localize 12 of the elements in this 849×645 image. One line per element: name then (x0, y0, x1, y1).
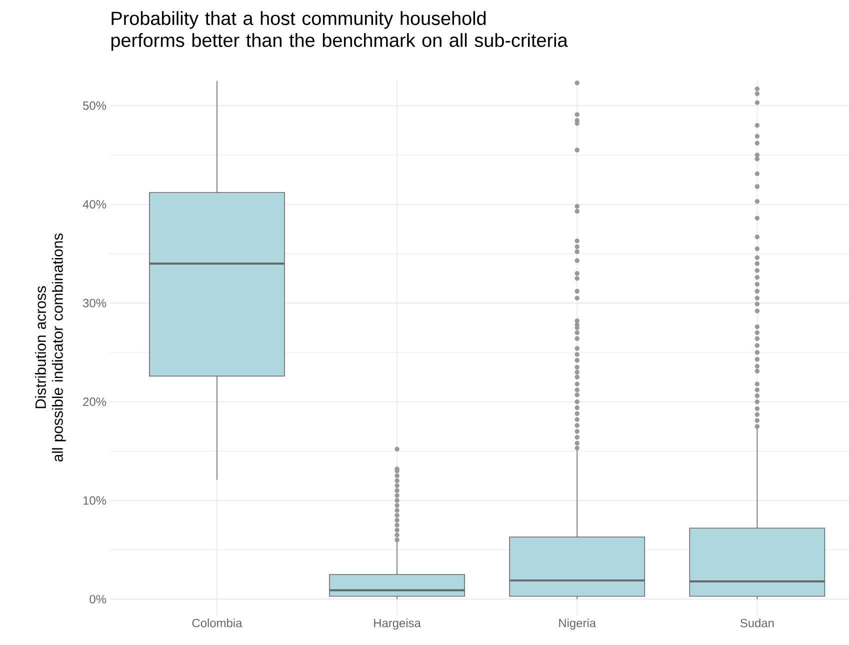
y-axis-title: Distribution across all possible indicator combinations (34, 233, 66, 462)
y-tick-label: 30% (83, 298, 106, 308)
x-tick-label: Nigeria (559, 618, 596, 630)
y-tick-label: 40% (82, 200, 106, 209)
x-tick-label: Hargeisa (374, 618, 421, 630)
y-tick-label: 0% (90, 594, 106, 604)
y-tick-label: 50% (83, 101, 106, 110)
y-tick-label: 20% (83, 398, 106, 406)
x-tick-label: Sudan (740, 618, 774, 628)
x-tick-label: Colombia (192, 618, 242, 628)
chart-title: Probability that a host community household performs better than the benchmark on all sub-criteria (111, 11, 568, 51)
y-tick-label: 10% (83, 496, 106, 505)
